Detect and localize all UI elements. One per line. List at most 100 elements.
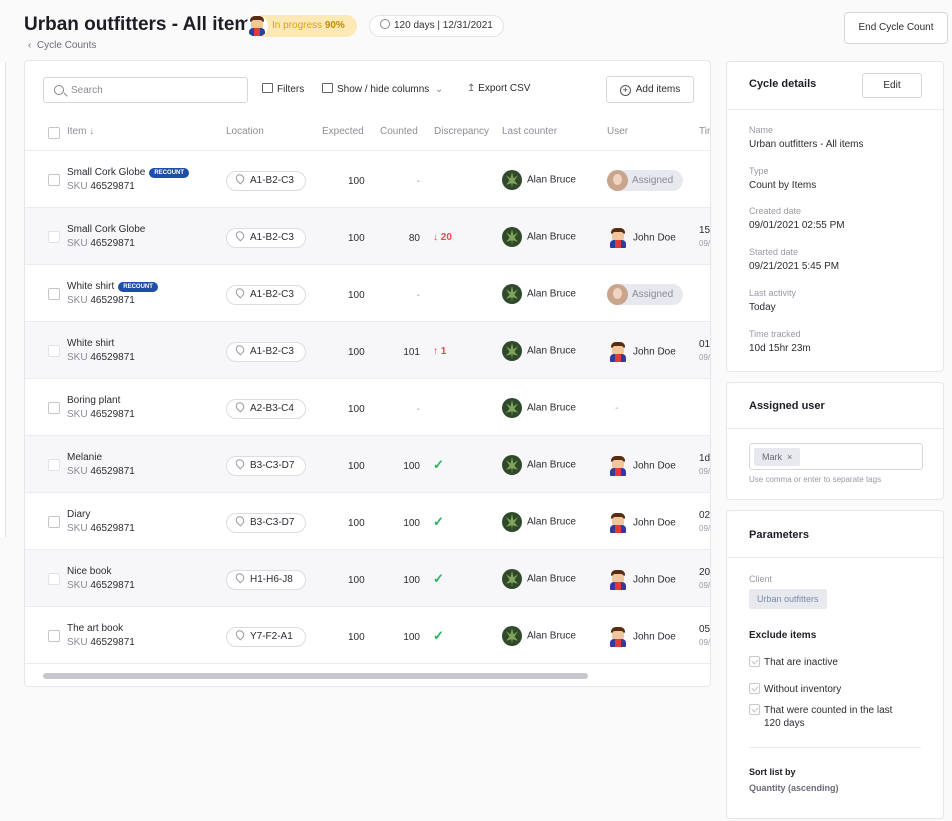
location-pin-icon (233, 514, 247, 527)
avatar (607, 512, 629, 534)
last-counter: Alan Bruce (502, 284, 576, 304)
divider (727, 109, 943, 110)
location-chip: A1-B2-C3 (226, 342, 306, 362)
last-counter: Alan Bruce (502, 626, 576, 646)
detail-label-started: Started date (749, 247, 799, 257)
detail-value-created: 09/01/2021 02:55 PM (749, 220, 845, 231)
row-checkbox[interactable] (48, 345, 60, 357)
row-checkbox[interactable] (48, 288, 60, 300)
table-row[interactable]: The art book SKU 46529871 Y7-F2-A1 100 100 ✓ A… (25, 607, 710, 664)
detail-value-time-tracked: 10d 15hr 23m (749, 343, 811, 354)
edit-button[interactable]: Edit (862, 73, 922, 98)
item-name: Nice book (67, 566, 112, 577)
last-counter: Alan Bruce (502, 512, 576, 532)
search-box[interactable] (43, 77, 248, 103)
column-location[interactable]: Location (226, 126, 264, 137)
column-item[interactable]: Item ↓ (67, 126, 95, 137)
last-counter-name: Alan Bruce (527, 174, 576, 186)
time-date: 09/ (699, 353, 711, 362)
row-checkbox[interactable] (48, 174, 60, 186)
item-sku: SKU 46529871 (67, 523, 135, 534)
user-tag: Mark × (754, 448, 801, 466)
add-items-button[interactable]: + Add items (606, 76, 694, 103)
expected-value: 100 (348, 404, 365, 415)
avatar (607, 455, 629, 477)
exclude-recently-counted-checkbox[interactable]: That were counted in the last 120 days (749, 704, 892, 729)
check-icon: ✓ (433, 514, 444, 529)
exclude-items-title: Exclude items (749, 630, 817, 641)
item-name: Boring plant (67, 395, 121, 406)
search-input[interactable] (71, 78, 241, 102)
user-cell: John Doe (607, 569, 676, 591)
table-row[interactable]: Small Cork Globe SKU 46529871 A1-B2-C3 100 8… (25, 208, 710, 265)
item-name: White shirt (67, 281, 115, 292)
row-checkbox[interactable] (48, 573, 60, 585)
column-last-counter[interactable]: Last counter (502, 126, 558, 137)
table-row[interactable]: Boring plant SKU 46529871 A2-B3-C4 100 - Alan… (25, 379, 710, 436)
last-counter: Alan Bruce (502, 227, 576, 247)
add-items-label: Add items (635, 84, 681, 95)
avatar (502, 284, 522, 304)
filters-label: Filters (277, 84, 305, 95)
row-checkbox[interactable] (48, 630, 60, 642)
table-row[interactable]: Nice book SKU 46529871 H1-H6-J8 100 100 ✓ Alan… (25, 550, 710, 607)
table-row[interactable]: White shirt SKU 46529871 A1-B2-C3 100 101 ↑ 1… (25, 322, 710, 379)
user-name: John Doe (633, 346, 676, 358)
row-checkbox[interactable] (48, 402, 60, 414)
item-sku: SKU 46529871 (67, 637, 135, 648)
item-sku: SKU 46529871 (67, 466, 135, 477)
table-row[interactable]: Diary SKU 46529871 B3-C3-D7 100 100 ✓ Alan Bru… (25, 493, 710, 550)
filter-icon (262, 83, 273, 93)
alarm-clock-icon (380, 19, 390, 29)
exclude-inactive-checkbox[interactable]: That are inactive (749, 656, 838, 668)
discrepancy-value: ↓ 20 (433, 232, 452, 243)
user-name: John Doe (633, 460, 676, 472)
row-checkbox[interactable] (48, 459, 60, 471)
item-name-cell: Small Cork Globe (67, 224, 145, 235)
time-date: 09/ (699, 239, 711, 248)
assigned-user-tag-input[interactable]: Mark × (749, 443, 923, 470)
table-row[interactable]: White shirt RECOUNT SKU 46529871 A1-B2-C3 10… (25, 265, 710, 322)
assigned-user-chip[interactable]: Assigned (607, 284, 684, 305)
horizontal-scrollbar[interactable] (43, 673, 588, 679)
detail-value-type: Count by Items (749, 180, 817, 191)
avatar (607, 284, 628, 305)
item-name: The art book (67, 623, 124, 634)
column-time[interactable]: Tin (699, 126, 710, 137)
column-user[interactable]: User (607, 126, 629, 137)
detail-label-type: Type (749, 166, 769, 176)
table-toolbar: Filters Show / hide columns ⌄ ↥ Export C… (25, 61, 710, 119)
row-checkbox[interactable] (48, 516, 60, 528)
divider (727, 428, 943, 429)
location-chip: A1-B2-C3 (226, 171, 306, 191)
column-expected[interactable]: Expected (322, 126, 364, 137)
avatar (502, 512, 522, 532)
avatar (607, 569, 629, 591)
row-checkbox[interactable] (48, 231, 60, 243)
remove-tag-icon[interactable]: × (787, 452, 793, 462)
table-row[interactable]: Melanie SKU 46529871 B3-C3-D7 100 100 ✓ Alan B… (25, 436, 710, 493)
item-sku: SKU 46529871 (67, 580, 135, 591)
discrepancy-value: ↑ 1 (433, 346, 447, 357)
end-cycle-count-button[interactable]: End Cycle Count (844, 12, 948, 44)
assigned-user-chip[interactable]: Assigned (607, 170, 684, 191)
select-all-checkbox[interactable] (48, 127, 60, 139)
divider (749, 747, 921, 748)
item-sku: SKU 46529871 (67, 181, 135, 192)
back-link[interactable]: ‹ Cycle Counts (28, 40, 96, 51)
detail-value-started: 09/21/2021 5:45 PM (749, 261, 840, 272)
export-csv-button[interactable]: ↥ Export CSV (467, 83, 530, 94)
table-row[interactable]: Small Cork Globe RECOUNT SKU 46529871 A1-B2… (25, 151, 710, 208)
column-discrepancy[interactable]: Discrepancy (434, 126, 490, 137)
location-chip: A1-B2-C3 (226, 285, 306, 305)
filters-button[interactable]: Filters (262, 83, 304, 95)
search-icon (54, 85, 64, 95)
sku-value: 46529871 (90, 523, 135, 534)
show-hide-columns-button[interactable]: Show / hide columns ⌄ (322, 83, 443, 95)
sort-value[interactable]: Quantity (ascending) (749, 783, 839, 793)
location-chip: B3-C3-D7 (226, 513, 306, 533)
column-counted[interactable]: Counted (380, 126, 418, 137)
detail-value-name: Urban outfitters - All items (749, 139, 864, 150)
exclude-no-inventory-checkbox[interactable]: Without inventory (749, 683, 841, 695)
item-name-cell: Small Cork Globe RECOUNT (67, 167, 190, 178)
